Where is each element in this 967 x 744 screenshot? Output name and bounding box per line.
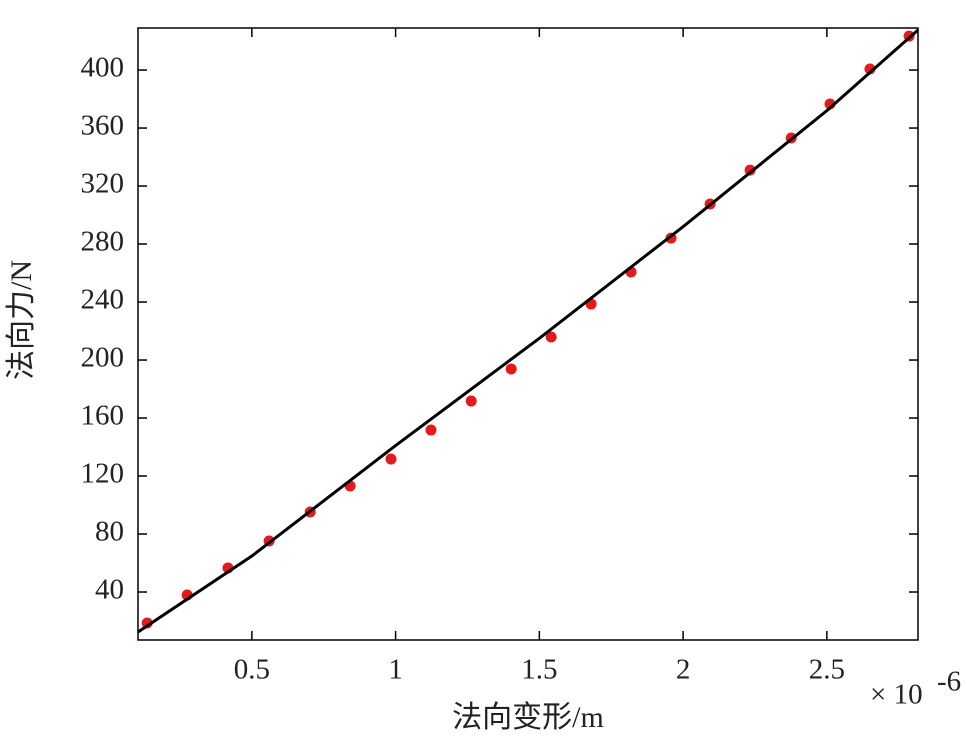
plot-frame <box>137 27 919 641</box>
y-tick-label: 280 <box>81 226 125 258</box>
data-point <box>744 164 756 176</box>
x-tick-label: 0.5 <box>234 654 270 686</box>
y-tick-label: 160 <box>81 400 125 432</box>
data-point <box>385 453 397 465</box>
data-point <box>425 424 437 436</box>
y-tick-label: 200 <box>81 342 125 374</box>
y-tick-label: 320 <box>81 168 125 200</box>
fit-line <box>137 28 919 634</box>
data-point <box>545 331 557 343</box>
x-tick-label: 1.5 <box>521 654 557 686</box>
y-tick-label: 40 <box>95 574 124 606</box>
x-multiplier-exponent: -6 <box>937 666 961 698</box>
data-point <box>505 363 517 375</box>
y-tick-label: 400 <box>81 52 125 84</box>
data-point <box>465 395 477 407</box>
x-multiplier: × 10 <box>870 679 923 711</box>
x-tick-label: 2 <box>676 654 691 686</box>
x-tick-label: 1 <box>388 654 403 686</box>
y-axis-title: 法向力/N <box>5 260 38 380</box>
y-tick-label: 240 <box>81 284 125 316</box>
x-axis-title: 法向变形/m <box>452 701 604 734</box>
y-tick-label: 80 <box>95 516 124 548</box>
y-tick-label: 360 <box>81 110 125 142</box>
y-tick-label: 120 <box>81 458 125 490</box>
x-tick-label: 2.5 <box>809 654 845 686</box>
